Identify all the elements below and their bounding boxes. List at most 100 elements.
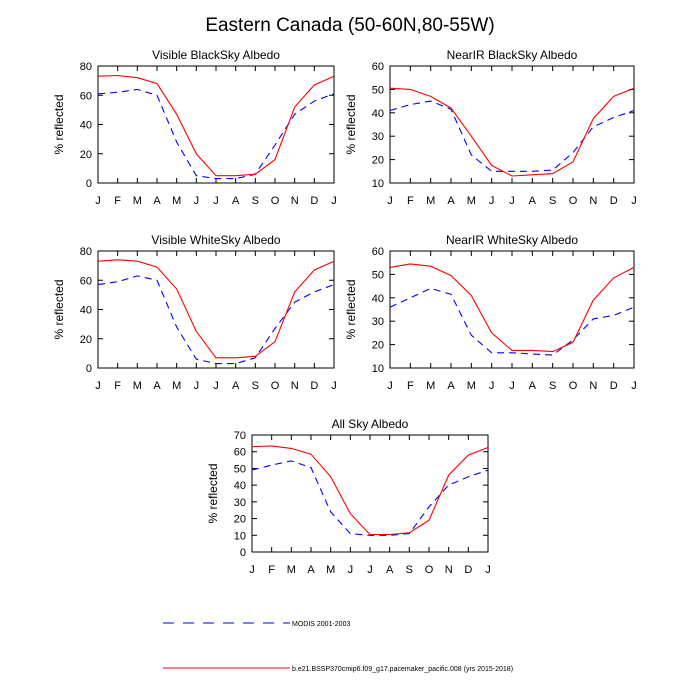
x-tick-label: A (386, 564, 394, 576)
x-tick-label: O (271, 195, 280, 207)
y-tick-label: 60 (80, 90, 92, 102)
series-line-model (251, 445, 489, 536)
y-tick-label: 20 (372, 340, 384, 352)
x-tick-label: S (252, 195, 259, 207)
x-tick-label: D (610, 195, 618, 207)
y-tick-label: 20 (80, 334, 92, 346)
y-tick-label: 10 (372, 178, 384, 190)
x-tick-label: M (467, 380, 476, 392)
x-tick-label: F (407, 195, 414, 207)
y-tick-label: 40 (372, 108, 384, 120)
x-tick-label: O (271, 380, 280, 392)
y-tick-label: 0 (240, 547, 246, 559)
x-tick-label: N (445, 564, 453, 576)
y-axis-label: % reflected (344, 279, 358, 339)
x-tick-label: M (287, 564, 296, 576)
x-tick-label: O (569, 195, 578, 207)
y-tick-label: 60 (234, 447, 246, 459)
series-line-modis (389, 100, 635, 172)
panel-title: All Sky Albedo (332, 417, 409, 431)
x-tick-label: M (172, 195, 181, 207)
x-tick-label: S (549, 380, 556, 392)
series-line-model (389, 263, 635, 353)
x-tick-label: J (631, 380, 637, 392)
y-tick-label: 70 (234, 430, 246, 442)
x-tick-label: A (153, 380, 161, 392)
figure-title: Eastern Canada (50-60N,80-55W) (205, 15, 494, 36)
x-tick-label: N (589, 195, 597, 207)
y-tick-label: 60 (80, 275, 92, 287)
x-tick-label: F (114, 380, 121, 392)
y-tick-label: 20 (80, 149, 92, 161)
x-tick-label: D (464, 564, 472, 576)
y-tick-label: 50 (234, 463, 246, 475)
x-tick-label: M (426, 195, 435, 207)
series-line-modis (251, 460, 489, 536)
legend-label-modis: MODIS 2001-2003 (292, 621, 350, 628)
legend: MODIS 2001-2003 b.e21.BSSP370cmip6.f09_g… (163, 621, 513, 673)
series-line-model (97, 74, 335, 177)
x-tick-label: J (331, 195, 337, 207)
y-tick-label: 50 (372, 84, 384, 96)
x-tick-label: S (252, 380, 259, 392)
y-tick-label: 20 (372, 155, 384, 167)
x-tick-label: A (307, 564, 315, 576)
x-tick-label: A (447, 195, 455, 207)
x-tick-label: J (387, 380, 393, 392)
x-tick-label: J (631, 195, 637, 207)
y-axis-label: % reflected (52, 279, 66, 339)
x-tick-label: S (406, 564, 413, 576)
y-tick-label: 10 (372, 363, 384, 375)
y-tick-label: 10 (234, 530, 246, 542)
x-tick-label: J (367, 564, 373, 576)
x-tick-label: J (489, 380, 495, 392)
y-tick-label: 50 (372, 269, 384, 281)
plot-frame (97, 250, 335, 369)
x-tick-label: M (326, 564, 335, 576)
y-tick-label: 40 (234, 480, 246, 492)
legend-label-model: b.e21.BSSP370cmip6.f09_g17.pacemaker_pac… (292, 666, 513, 673)
x-tick-label: J (485, 564, 491, 576)
x-tick-label: N (589, 380, 597, 392)
x-tick-label: J (348, 564, 354, 576)
x-tick-label: J (95, 195, 101, 207)
y-tick-label: 60 (372, 61, 384, 73)
y-axis-label: % reflected (52, 94, 66, 154)
x-tick-label: D (610, 380, 618, 392)
panel-title: Visible BlackSky Albedo (152, 48, 280, 62)
y-tick-label: 40 (372, 293, 384, 305)
y-tick-label: 40 (80, 120, 92, 132)
x-tick-label: M (133, 195, 142, 207)
x-tick-label: J (387, 195, 393, 207)
x-tick-label: J (509, 380, 515, 392)
y-tick-label: 0 (86, 363, 92, 375)
x-tick-label: J (213, 380, 219, 392)
x-tick-label: J (194, 380, 200, 392)
x-tick-label: O (425, 564, 434, 576)
plot-frame (97, 65, 335, 184)
y-tick-label: 30 (372, 131, 384, 143)
series-line-modis (97, 88, 335, 180)
x-tick-label: J (95, 380, 101, 392)
y-tick-label: 20 (234, 514, 246, 526)
x-tick-label: F (268, 564, 275, 576)
series-line-modis (389, 287, 635, 356)
series-line-model (97, 259, 335, 359)
x-tick-label: D (310, 380, 318, 392)
x-tick-label: J (249, 564, 255, 576)
x-tick-label: A (153, 195, 161, 207)
y-axis-label: % reflected (344, 94, 358, 154)
series-line-modis (97, 275, 335, 365)
x-tick-label: J (489, 195, 495, 207)
x-tick-label: J (331, 380, 337, 392)
panel-title: NearIR WhiteSky Albedo (446, 233, 578, 247)
x-tick-label: F (114, 195, 121, 207)
x-tick-label: A (529, 380, 537, 392)
x-tick-label: D (310, 195, 318, 207)
x-tick-label: M (426, 380, 435, 392)
